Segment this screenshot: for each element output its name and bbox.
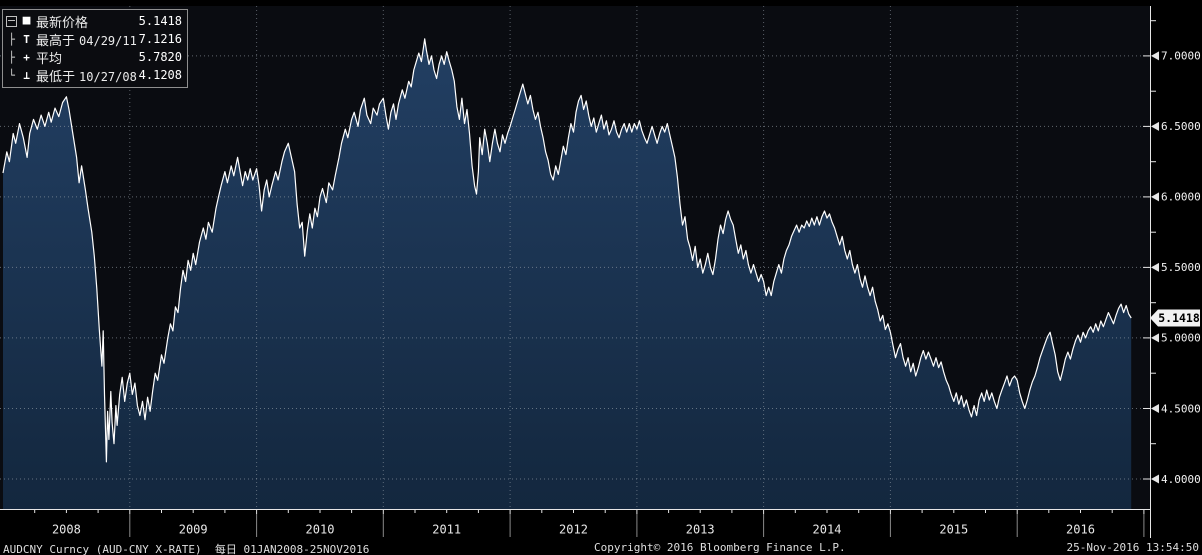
y-tick-arrow-icon (1151, 333, 1159, 343)
y-tick-arrow-icon (1151, 474, 1159, 484)
area-fill (3, 38, 1132, 510)
legend-row-low[interactable]: └ ⊥ 最低于 10/27/08 4.1208 (6, 66, 182, 85)
high-date: 04/29/11 (79, 33, 137, 48)
legend-label: 最高于 04/29/11 (36, 33, 137, 49)
tree-branch-icon: └ (8, 68, 15, 82)
footer-security-description: AUDCNY Curncy (AUD-CNY X-RATE) 每日 01JAN2… (3, 543, 370, 555)
y-tick-arrow-icon (1151, 51, 1159, 61)
average-marker-icon: + (23, 50, 30, 64)
tree-branch-icon: ├ (8, 50, 15, 64)
legend-label: 最低于 10/27/08 (36, 69, 137, 85)
tree-branch-icon: ├ (8, 32, 15, 46)
year-label: 2010 (306, 523, 335, 537)
year-label: 2013 (686, 523, 715, 537)
footer-timestamp: 25-Nov-2016 13:54:50 (1066, 541, 1199, 554)
year-label: 2014 (813, 523, 842, 537)
y-axis-tick-label: 6.5000 (1161, 120, 1201, 133)
footer-copyright: Copyright© 2016 Bloomberg Finance L.P. (594, 541, 846, 554)
legend-row-average[interactable]: ├ + 平均 5.7820 (6, 48, 182, 67)
year-label: 2011 (432, 523, 461, 537)
year-label: 2009 (179, 523, 208, 537)
low-date: 10/27/08 (79, 69, 137, 84)
y-axis-tick-label: 4.0000 (1161, 473, 1201, 486)
legend-value: 5.1418 (138, 14, 182, 28)
legend-value: 7.1216 (138, 32, 182, 46)
last-price-badge: 5.1418 (1150, 309, 1200, 327)
y-axis-tick-label: 6.0000 (1161, 191, 1201, 204)
y-tick-arrow-icon (1151, 262, 1159, 272)
collapse-icon (6, 16, 17, 27)
year-label: 2015 (939, 523, 968, 537)
y-tick-arrow-icon (1151, 192, 1159, 202)
svg-text:5.1418: 5.1418 (1158, 311, 1200, 325)
y-axis-tick-label: 5.0000 (1161, 332, 1201, 345)
year-label: 2012 (559, 523, 588, 537)
legend-label: 最新价格 (36, 15, 89, 31)
legend-value: 5.7820 (138, 50, 182, 64)
legend-row-high[interactable]: ├ T 最高于 04/29/11 7.1216 (6, 30, 182, 49)
price-line (2, 38, 1132, 463)
y-axis-tick-label: 4.5000 (1161, 402, 1201, 415)
year-label: 2016 (1066, 523, 1095, 537)
y-axis-tick-label: 7.0000 (1161, 50, 1201, 63)
series-swatch-icon: ■ (22, 13, 31, 28)
high-marker-icon: T (23, 32, 30, 46)
year-label: 2008 (52, 523, 81, 537)
legend-row-last-price[interactable]: ■ 最新价格 5.1418 (6, 12, 182, 31)
legend-collapse-control[interactable] (6, 15, 17, 28)
low-marker-icon: ⊥ (23, 68, 30, 82)
y-tick-arrow-icon (1151, 121, 1159, 131)
y-tick-arrow-icon (1151, 404, 1159, 413)
legend-label: 平均 (36, 51, 63, 67)
chart-legend: ■ 最新价格 5.1418 ├ T 最高于 04/29/11 7.1216 ├ +… (2, 9, 188, 88)
y-axis-tick-label: 5.5000 (1161, 261, 1201, 274)
legend-value: 4.1208 (138, 68, 182, 82)
